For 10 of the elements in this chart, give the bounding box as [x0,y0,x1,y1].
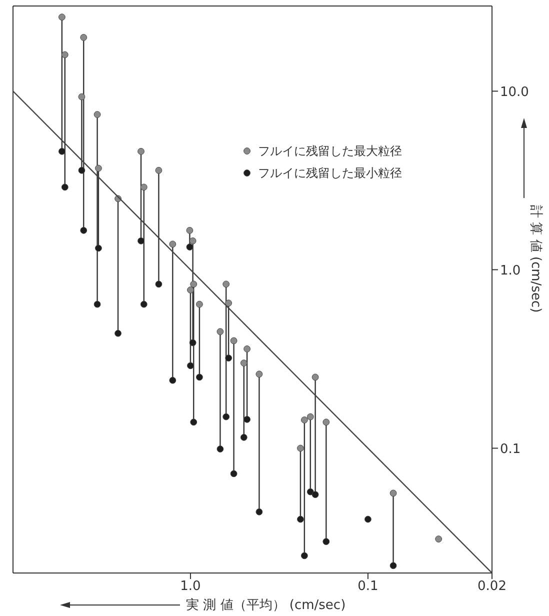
x-tick-label: 0.1 [358,579,378,594]
y-tick-label: 1.0 [500,263,521,278]
x-tick-label: 0.02 [478,579,506,594]
legend-label: フルイに残留した最大粒径 [258,143,402,160]
y-tick-label: 0.1 [500,442,521,457]
y-axis-title: 計 算 値 (cm/sec) [528,205,543,313]
x-tick-label: 1.0 [180,579,201,594]
legend-label: フルイに残留した最小粒径 [258,165,402,182]
y-tick-label: 10.0 [500,84,529,100]
x-axis-title: 実 測 値（平均） (cm/sec) [186,597,346,614]
